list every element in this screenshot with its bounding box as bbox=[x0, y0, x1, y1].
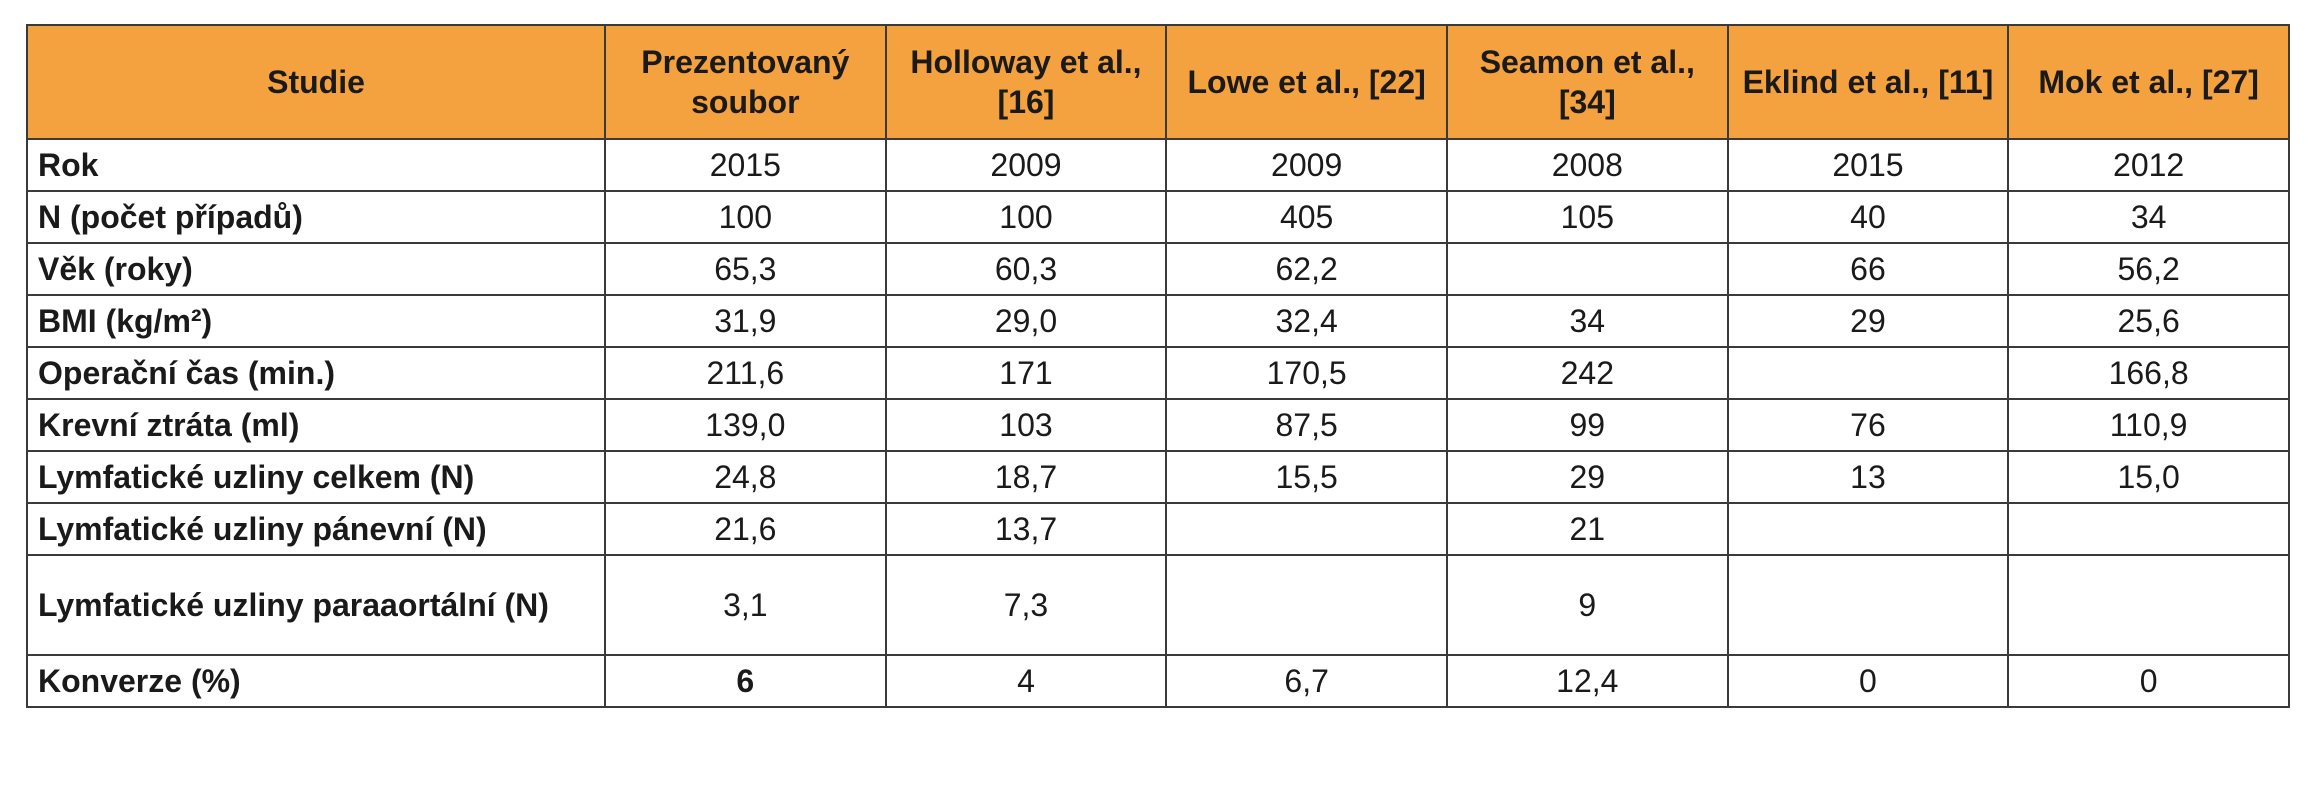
table-row: Konverze (%) 6 4 6,7 12,4 0 0 bbox=[26, 654, 2290, 708]
table-cell: 13 bbox=[1726, 450, 2010, 504]
table-cell: 66 bbox=[1726, 242, 2010, 296]
row-label: Operační čas (min.) bbox=[26, 346, 606, 400]
table-cell: 87,5 bbox=[1165, 398, 1448, 452]
table-row: Krevní ztráta (ml) 139,0 103 87,5 99 76 … bbox=[26, 398, 2290, 452]
table-cell bbox=[2007, 554, 2290, 656]
table-cell: 110,9 bbox=[2007, 398, 2290, 452]
comparison-table-container: Studie Prezentovaný soubor Holloway et a… bbox=[26, 24, 2290, 708]
table-row: BMI (kg/m²) 31,9 29,0 32,4 34 29 25,6 bbox=[26, 294, 2290, 348]
table-row: Lymfatické uzliny celkem (N) 24,8 18,7 1… bbox=[26, 450, 2290, 504]
table-cell: 34 bbox=[1445, 294, 1729, 348]
table-cell: 99 bbox=[1445, 398, 1729, 452]
table-cell: 171 bbox=[884, 346, 1168, 400]
table-cell: 2009 bbox=[884, 138, 1168, 192]
table-cell: 100 bbox=[604, 190, 887, 244]
table-row: Operační čas (min.) 211,6 171 170,5 242 … bbox=[26, 346, 2290, 400]
table-cell: 6 bbox=[604, 654, 887, 708]
table-row: Lymfatické uzliny pánevní (N) 21,6 13,7 … bbox=[26, 502, 2290, 556]
table-cell: 0 bbox=[2007, 654, 2290, 708]
table-cell: 2009 bbox=[1165, 138, 1448, 192]
row-label: Lymfatické uzliny celkem (N) bbox=[26, 450, 606, 504]
table-cell: 103 bbox=[884, 398, 1168, 452]
table-cell bbox=[1726, 502, 2010, 556]
table-cell: 2012 bbox=[2007, 138, 2290, 192]
table-cell: 24,8 bbox=[604, 450, 887, 504]
table-cell: 18,7 bbox=[884, 450, 1168, 504]
table-cell: 62,2 bbox=[1165, 242, 1448, 296]
table-cell: 0 bbox=[1726, 654, 2010, 708]
table-cell: 242 bbox=[1445, 346, 1729, 400]
table-cell bbox=[1165, 502, 1448, 556]
table-cell: 166,8 bbox=[2007, 346, 2290, 400]
table-cell: 7,3 bbox=[884, 554, 1168, 656]
table-cell: 60,3 bbox=[884, 242, 1168, 296]
table-cell: 2015 bbox=[604, 138, 887, 192]
table-cell: 4 bbox=[884, 654, 1168, 708]
table-cell: 15,5 bbox=[1165, 450, 1448, 504]
column-header: Mok et al., [27] bbox=[2007, 24, 2290, 140]
table-cell: 29,0 bbox=[884, 294, 1168, 348]
table-cell bbox=[1726, 554, 2010, 656]
table-cell: 9 bbox=[1445, 554, 1729, 656]
row-label: Lymfatické uzliny paraaortální (N) bbox=[26, 554, 606, 656]
table-cell: 6,7 bbox=[1165, 654, 1448, 708]
column-header: Seamon et al., [34] bbox=[1445, 24, 1729, 140]
table-cell: 2015 bbox=[1726, 138, 2010, 192]
row-label: Konverze (%) bbox=[26, 654, 606, 708]
table-cell: 29 bbox=[1726, 294, 2010, 348]
table-cell: 139,0 bbox=[604, 398, 887, 452]
table-cell: 56,2 bbox=[2007, 242, 2290, 296]
row-label: Věk (roky) bbox=[26, 242, 606, 296]
row-label: Krevní ztráta (ml) bbox=[26, 398, 606, 452]
table-cell: 31,9 bbox=[604, 294, 887, 348]
table-row: Rok 2015 2009 2009 2008 2015 2012 bbox=[26, 138, 2290, 192]
row-label: Rok bbox=[26, 138, 606, 192]
table-row: Lymfatické uzliny paraaortální (N) 3,1 7… bbox=[26, 554, 2290, 656]
column-header: Eklind et al., [11] bbox=[1726, 24, 2010, 140]
table-cell: 3,1 bbox=[604, 554, 887, 656]
table-cell bbox=[1165, 554, 1448, 656]
row-label: Lymfatické uzliny pánevní (N) bbox=[26, 502, 606, 556]
column-header: Studie bbox=[26, 24, 606, 140]
table-cell: 32,4 bbox=[1165, 294, 1448, 348]
comparison-table: Studie Prezentovaný soubor Holloway et a… bbox=[26, 24, 2290, 708]
table-cell: 65,3 bbox=[604, 242, 887, 296]
table-cell: 34 bbox=[2007, 190, 2290, 244]
table-cell: 12,4 bbox=[1445, 654, 1729, 708]
table-cell: 13,7 bbox=[884, 502, 1168, 556]
table-row: Věk (roky) 65,3 60,3 62,2 66 56,2 bbox=[26, 242, 2290, 296]
column-header: Prezentovaný soubor bbox=[604, 24, 887, 140]
table-cell: 29 bbox=[1445, 450, 1729, 504]
table-cell bbox=[1445, 242, 1729, 296]
table-cell: 40 bbox=[1726, 190, 2010, 244]
table-cell: 21 bbox=[1445, 502, 1729, 556]
table-row: N (počet případů) 100 100 405 105 40 34 bbox=[26, 190, 2290, 244]
table-cell: 170,5 bbox=[1165, 346, 1448, 400]
header-row: Studie Prezentovaný soubor Holloway et a… bbox=[26, 24, 2290, 140]
table-cell: 21,6 bbox=[604, 502, 887, 556]
table-cell: 25,6 bbox=[2007, 294, 2290, 348]
table-cell bbox=[2007, 502, 2290, 556]
table-cell: 2008 bbox=[1445, 138, 1729, 192]
table-cell: 15,0 bbox=[2007, 450, 2290, 504]
row-label: N (počet případů) bbox=[26, 190, 606, 244]
row-label: BMI (kg/m²) bbox=[26, 294, 606, 348]
table-cell: 211,6 bbox=[604, 346, 887, 400]
table-cell: 100 bbox=[884, 190, 1168, 244]
table-cell: 105 bbox=[1445, 190, 1729, 244]
table-cell: 405 bbox=[1165, 190, 1448, 244]
column-header: Holloway et al., [16] bbox=[884, 24, 1168, 140]
table-cell: 76 bbox=[1726, 398, 2010, 452]
column-header: Lowe et al., [22] bbox=[1165, 24, 1448, 140]
table-cell bbox=[1726, 346, 2010, 400]
